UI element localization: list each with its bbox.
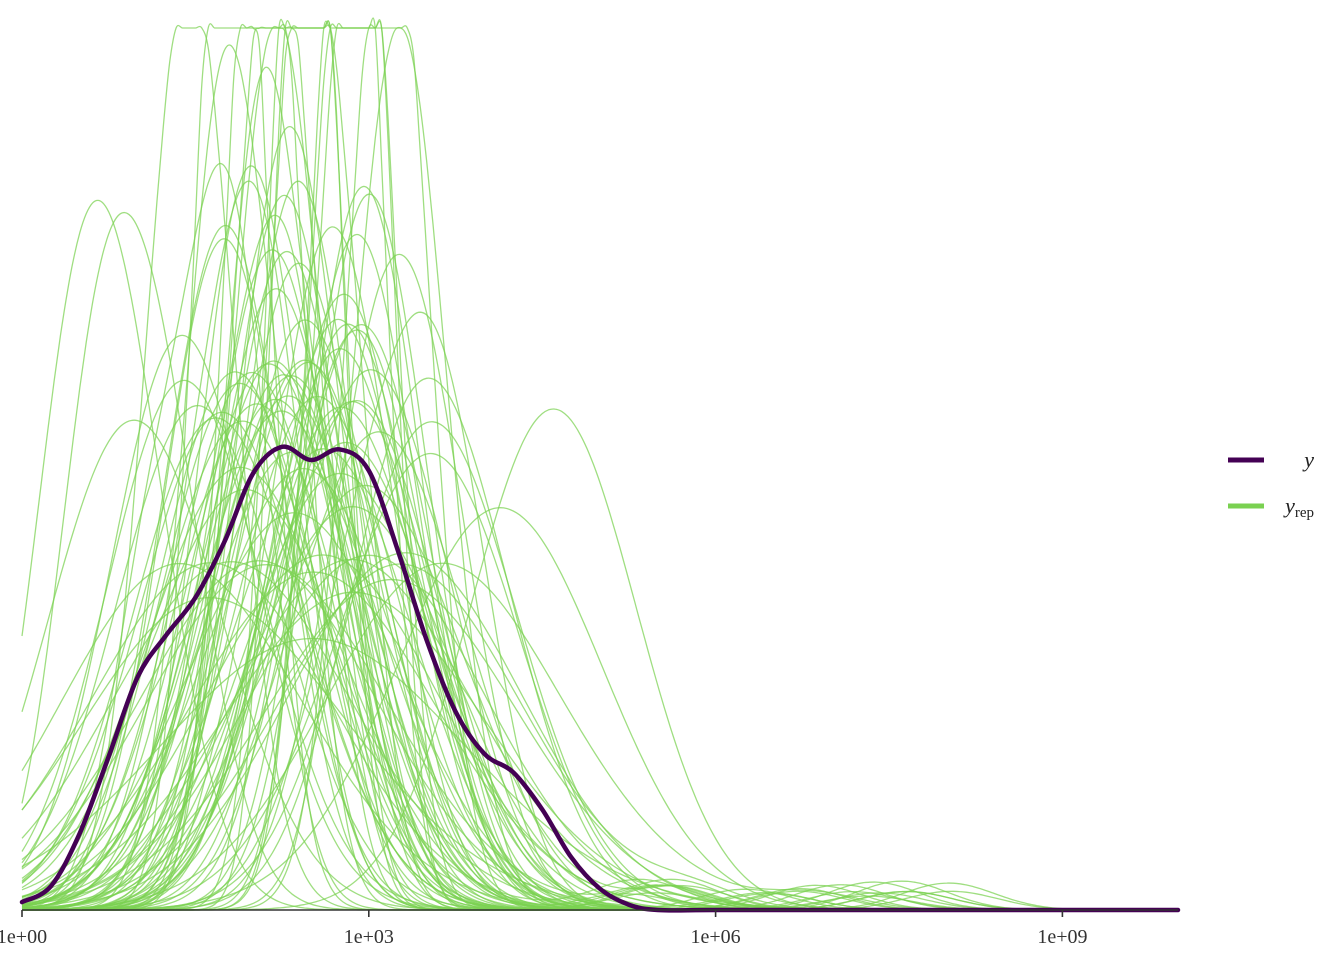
yrep-line [21,233,1178,911]
yrep-line [21,224,1178,911]
yrep-line [21,25,1178,911]
legend: y yrep [1228,447,1314,521]
x-tick-label: 1e+09 [1037,926,1087,948]
yrep-line [21,20,1178,911]
yrep-line [21,472,1178,911]
yrep-line [21,253,1178,911]
yrep-line [21,467,1178,911]
yrep-line [21,20,1178,911]
x-tick-label: 1e+06 [691,926,741,948]
yrep-line [21,226,1178,911]
yrep-line [21,23,1178,911]
x-tick-label: 1e+03 [344,926,394,948]
yrep-line [21,24,1178,911]
yrep-line [21,23,1178,911]
yrep-series-group [21,17,1178,911]
x-tick-label: 1e+00 [0,926,47,948]
yrep-line [21,249,1178,911]
yrep-line [21,214,1178,911]
x-axis: 1e+00 1e+03 1e+06 1e+09 [0,909,1178,948]
yrep-line [21,18,1178,911]
yrep-line [21,431,1178,911]
yrep-line [21,19,1178,911]
legend-label-yrep: yrep [1283,493,1314,521]
yrep-line [21,20,1178,911]
yrep-line [21,26,1178,911]
yrep-line [21,238,1178,911]
yrep-line [21,466,1178,911]
yrep-line [21,250,1178,911]
legend-label-y: y [1302,447,1314,472]
yrep-line [21,24,1178,911]
